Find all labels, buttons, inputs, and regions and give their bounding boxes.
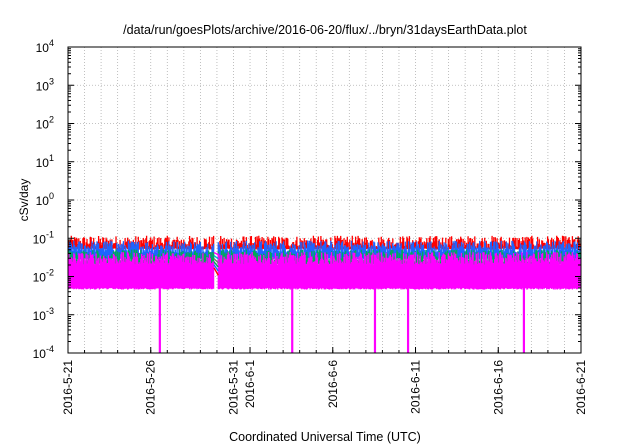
y-tick-label: 100	[36, 191, 54, 208]
y-tick-label: 102	[36, 115, 54, 132]
gap-connector-line	[213, 267, 219, 276]
x-tick-label: 2016-6-16	[491, 360, 505, 415]
y-tick-label: 10-1	[33, 229, 54, 246]
y-tick-label: 101	[36, 153, 54, 170]
gap-connector-line	[213, 251, 219, 256]
grid	[68, 47, 581, 353]
gap-connector-line	[213, 255, 219, 260]
gap-connector-line	[213, 258, 219, 264]
series-band	[217, 251, 581, 290]
chart-title: /data/run/goesPlots/archive/2016-06-20/f…	[123, 23, 527, 37]
gap-connector-line	[213, 261, 219, 268]
axes: 10-4 10-3 10-2 10-1 100 101 102 103 104 2016-5-21…	[33, 38, 588, 415]
x-tick-label: 2016-5-26	[144, 360, 158, 415]
y-tick-label: 104	[36, 38, 54, 55]
x-tick-label: 2016-5-31	[226, 360, 240, 415]
y-tick-label: 10-4	[33, 344, 54, 361]
y-tick-label: 10-3	[33, 306, 54, 323]
gap-connector-line	[213, 264, 219, 272]
y-tick-label: 10-2	[33, 268, 54, 285]
y-tick-label: 103	[36, 76, 54, 93]
x-tick-label: 2016-6-6	[326, 360, 340, 408]
plot-frame	[67, 46, 582, 354]
series-band	[68, 252, 215, 290]
data-layer	[68, 235, 581, 353]
x-tick-label: 2016-6-1	[243, 360, 257, 408]
x-tick-label: 2016-6-11	[409, 360, 423, 414]
x-tick-label: 2016-5-21	[61, 360, 75, 415]
x-axis-label: Coordinated Universal Time (UTC)	[229, 430, 421, 444]
x-tick-label: 2016-6-21	[574, 360, 588, 415]
y-axis-label: cSv/day	[17, 179, 31, 222]
